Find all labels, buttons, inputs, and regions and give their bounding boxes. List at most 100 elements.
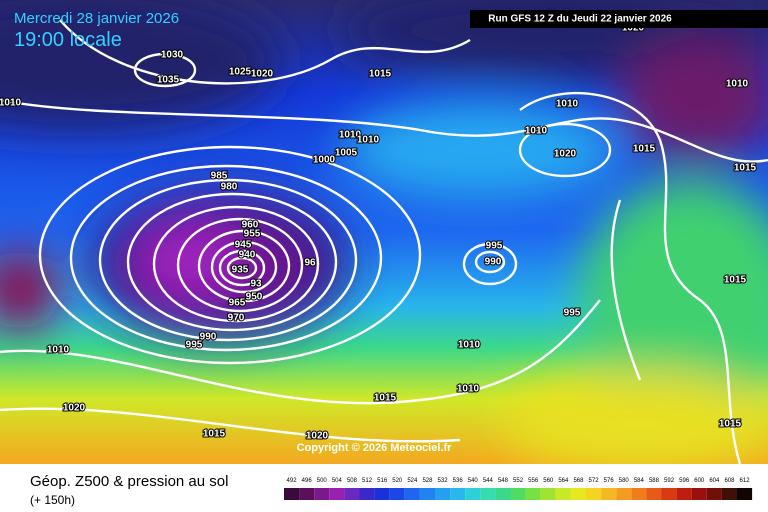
isobar-label: 980 <box>221 182 238 193</box>
scale-swatch <box>706 488 722 500</box>
isobar-label: 990 <box>485 257 502 268</box>
scale-swatch <box>601 488 617 500</box>
scale-label: 532 <box>438 478 449 484</box>
isobar-label: 1010 <box>458 340 481 351</box>
scale-label: 580 <box>619 478 630 484</box>
scale-swatch <box>646 488 662 500</box>
isobar-label: 1015 <box>203 429 226 440</box>
scale-swatch <box>691 488 707 500</box>
scale-swatch <box>721 488 737 500</box>
scale-label: 572 <box>589 478 600 484</box>
scale-swatch <box>299 488 315 500</box>
scale-label: 536 <box>453 478 464 484</box>
isobar-label: 1010 <box>357 135 380 146</box>
isobar-label: 945 <box>235 240 252 251</box>
scale-label: 600 <box>694 478 705 484</box>
isobar-label: 1015 <box>734 163 757 174</box>
scale-label: 568 <box>573 478 584 484</box>
footer-title: Géop. Z500 & pression au sol <box>30 473 228 490</box>
scale-label: 512 <box>362 478 373 484</box>
scale-swatch <box>631 488 647 500</box>
map-field <box>0 0 768 470</box>
footer-subtitle: (+ 150h) <box>30 493 75 507</box>
isobar-label: 1010 <box>457 384 480 395</box>
scale-label: 596 <box>679 478 690 484</box>
copyright: Copyright © 2026 Meteociel.fr <box>297 442 453 454</box>
isobar-label: 1010 <box>339 130 362 141</box>
scale-label: 496 <box>302 478 313 484</box>
isobar-label: 970 <box>228 313 245 324</box>
scale-swatch <box>284 488 300 500</box>
scale-label: 560 <box>543 478 554 484</box>
isobar-label: 1020 <box>306 431 329 442</box>
isobar-label: 995 <box>186 340 203 351</box>
scale-label: 548 <box>498 478 509 484</box>
isobar-label: 935 <box>232 265 249 276</box>
scale-swatch <box>435 488 451 500</box>
scale-label: 500 <box>317 478 328 484</box>
scale-label: 576 <box>604 478 615 484</box>
isobar-label: 955 <box>244 229 261 240</box>
scale-swatch <box>314 488 330 500</box>
scale-label: 556 <box>528 478 539 484</box>
isobar-label: 1030 <box>161 50 184 61</box>
isobar-label: 995 <box>486 241 503 252</box>
scale-swatch <box>737 488 753 500</box>
scale-swatch <box>495 488 511 500</box>
isobar-label: 1035 <box>157 75 180 86</box>
scale-label: 588 <box>649 478 660 484</box>
scale-label: 552 <box>513 478 524 484</box>
scale-label: 564 <box>558 478 569 484</box>
scale-swatch <box>525 488 541 500</box>
scale-swatch <box>676 488 692 500</box>
run-box <box>470 10 768 28</box>
scale-swatch <box>359 488 375 500</box>
run-info: Run GFS 12 Z du Jeudi 22 janvier 2026 <box>488 14 672 25</box>
isobar-label: 990 <box>200 332 217 343</box>
isobar-label: 1020 <box>554 149 577 160</box>
isobar-label: 1015 <box>369 69 392 80</box>
isobar-label: 1010 <box>525 126 548 137</box>
scale-swatch <box>329 488 345 500</box>
isobar-label: 1015 <box>374 393 397 404</box>
scale-label: 608 <box>724 478 735 484</box>
isobar-label: 950 <box>246 292 263 303</box>
isobar-label: 960 <box>242 220 259 231</box>
scale-label: 540 <box>468 478 479 484</box>
scale-label: 520 <box>392 478 403 484</box>
isobar-label: 995 <box>564 308 581 319</box>
scale-label: 528 <box>422 478 433 484</box>
isobar-label: 1020 <box>251 69 274 80</box>
isobar-label: 1015 <box>633 144 656 155</box>
scale-swatch <box>374 488 390 500</box>
isobar-label: 1005 <box>335 148 358 159</box>
scale-label: 592 <box>664 478 675 484</box>
scale-swatch <box>465 488 481 500</box>
forecast-date: Mercredi 28 janvier 2026 <box>14 10 179 27</box>
scale-swatch <box>570 488 586 500</box>
isobar-label: 1015 <box>719 419 742 430</box>
isobar-label: 940 <box>239 250 256 261</box>
scale-label: 508 <box>347 478 358 484</box>
scale-label: 524 <box>407 478 418 484</box>
scale-label: 492 <box>287 478 298 484</box>
scale-swatch <box>510 488 526 500</box>
scale-swatch <box>419 488 435 500</box>
scale-label: 604 <box>709 478 720 484</box>
scale-swatch <box>389 488 405 500</box>
scale-label: 516 <box>377 478 388 484</box>
isobar-label: 96 <box>304 258 316 269</box>
color-scale: 492 496 500 504 508 512 516 520 524 528 532 536 540 5… <box>284 478 753 500</box>
isobar-label: 93 <box>250 279 262 290</box>
isobar-label: 1020 <box>63 403 86 414</box>
scale-label: 504 <box>332 478 343 484</box>
scale-swatch <box>555 488 571 500</box>
scale-label: 584 <box>634 478 645 484</box>
scale-swatch <box>344 488 360 500</box>
isobar-label: 1010 <box>726 79 749 90</box>
scale-swatch <box>450 488 466 500</box>
isobars <box>0 19 768 465</box>
isobar-label: 985 <box>211 171 228 182</box>
forecast-time: 19:00 locale <box>14 29 122 51</box>
